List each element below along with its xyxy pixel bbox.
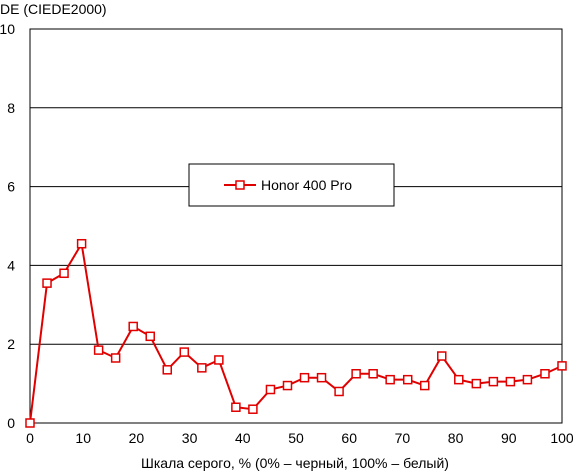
data-point-31 — [557, 361, 567, 371]
data-point-22 — [402, 374, 413, 385]
data-point-10 — [197, 363, 207, 373]
gridlines — [30, 107, 562, 345]
y-axis-title: DE (CIEDE2000) — [0, 1, 107, 17]
data-point-11 — [214, 355, 224, 365]
data-point-19 — [351, 369, 361, 379]
data-point-3 — [76, 238, 87, 249]
plot-area-frame — [29, 28, 563, 424]
data-point-5 — [110, 353, 121, 363]
data-point-16 — [299, 372, 310, 383]
x-tick-label-60: 60 — [341, 430, 357, 446]
data-point-24 — [437, 351, 447, 361]
data-point-27 — [488, 376, 499, 387]
data-point-30 — [540, 369, 550, 379]
x-tick-label-50: 50 — [288, 430, 304, 446]
x-tick-label-30: 30 — [182, 430, 198, 446]
x-axis-title: Шкала серого, % (0% – черный, 100% – бел… — [141, 455, 449, 471]
data-point-7 — [145, 331, 155, 342]
data-point-0 — [25, 418, 35, 428]
data-point-18 — [334, 386, 344, 397]
data-point-25 — [454, 374, 464, 385]
legend-label: Honor 400 Pro — [261, 177, 352, 193]
legend: Honor 400 Pro — [188, 163, 395, 207]
data-point-1 — [42, 278, 52, 288]
data-point-29 — [522, 374, 533, 385]
data-point-23 — [419, 380, 430, 391]
data-point-2 — [59, 268, 69, 279]
y-tick-label-2: 2 — [7, 336, 15, 352]
x-tick-label-80: 80 — [448, 430, 464, 446]
x-tick-label-10: 10 — [75, 430, 91, 446]
y-tick-label-0: 0 — [7, 415, 15, 431]
x-tick-label-20: 20 — [129, 430, 145, 446]
x-tick-label-0: 0 — [26, 430, 34, 446]
data-point-26 — [471, 378, 482, 389]
y-tick-label-8: 8 — [7, 100, 15, 116]
legend-marker-swatch — [235, 180, 245, 190]
data-point-6 — [128, 321, 138, 332]
data-point-4 — [93, 345, 104, 355]
data-point-15 — [282, 380, 293, 391]
data-point-17 — [316, 372, 327, 383]
y-tick-label-4: 4 — [7, 257, 15, 273]
y-tick-labels: 0 2 4 6 8 10 — [0, 21, 15, 431]
data-point-12 — [231, 402, 241, 412]
x-tick-label-90: 90 — [501, 430, 517, 446]
x-tick-label-40: 40 — [235, 430, 251, 446]
x-tick-labels: 0 10 20 30 40 50 60 70 80 90 100 — [26, 430, 573, 446]
series-line-0 — [29, 240, 563, 424]
x-tick-label-100: 100 — [550, 430, 573, 446]
data-point-14 — [265, 384, 276, 395]
y-tick-label-10: 10 — [0, 21, 15, 37]
data-point-21 — [385, 374, 395, 385]
series-layer — [25, 238, 567, 428]
data-point-20 — [368, 369, 378, 379]
data-point-13 — [248, 404, 258, 414]
y-tick-label-6: 6 — [7, 179, 15, 195]
data-point-8 — [162, 365, 173, 375]
x-tick-label-70: 70 — [395, 430, 411, 446]
data-point-9 — [179, 347, 190, 357]
data-point-28 — [505, 376, 516, 387]
legend-box — [188, 163, 395, 207]
